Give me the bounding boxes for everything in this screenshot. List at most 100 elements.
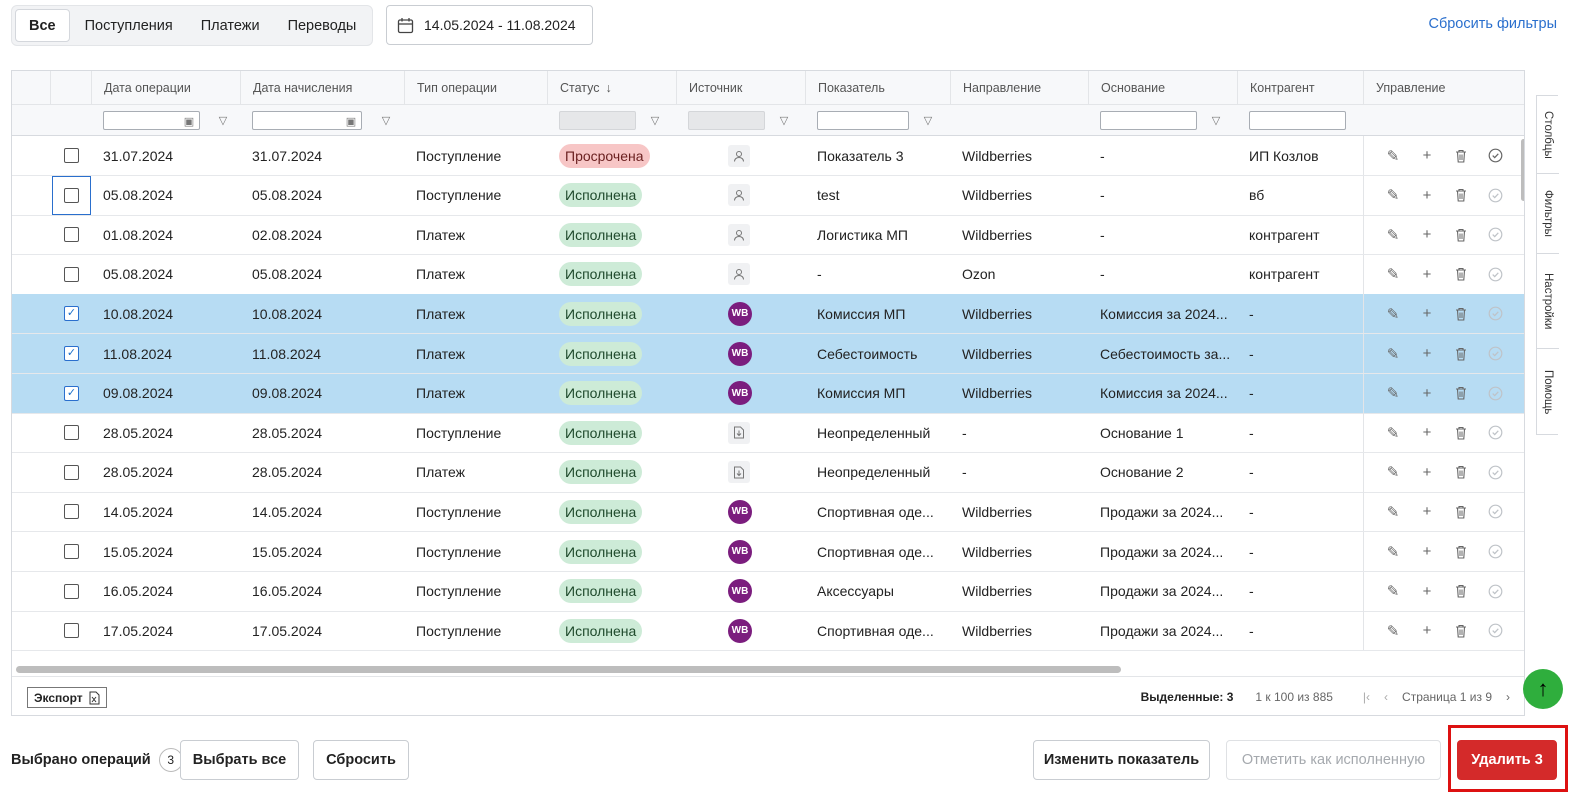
filter-status-input[interactable] xyxy=(559,111,636,130)
filter-icon[interactable]: ▽ xyxy=(218,115,228,127)
row-checkbox[interactable] xyxy=(64,583,79,599)
filter-icon[interactable]: ▽ xyxy=(923,115,933,127)
mark-done-icon[interactable] xyxy=(1478,136,1512,175)
trash-icon[interactable] xyxy=(1444,572,1478,611)
header-status[interactable]: Статус ↓ xyxy=(547,71,676,105)
mark-done-icon[interactable] xyxy=(1478,215,1512,254)
edit-icon[interactable]: ✎ xyxy=(1386,226,1400,244)
table-row[interactable]: 28.05.2024 28.05.2024 Поступление Исполнена… xyxy=(12,413,1524,454)
edit-icon[interactable]: ✎ xyxy=(1386,187,1400,205)
mark-done-icon[interactable] xyxy=(1478,176,1512,215)
mark-done-icon[interactable] xyxy=(1478,255,1512,294)
table-row[interactable]: ✓ 11.08.2024 11.08.2024 Платеж Исполнена WB Се… xyxy=(12,334,1524,374)
row-checkbox[interactable] xyxy=(64,464,79,480)
side-tab-help[interactable]: Помощь xyxy=(1537,349,1559,435)
mark-done-button[interactable]: Отметить как исполненную xyxy=(1226,740,1441,780)
row-checkbox[interactable] xyxy=(64,148,79,163)
prev-page-icon[interactable]: ‹ xyxy=(1384,690,1389,704)
header-date-acc[interactable]: Дата начисления xyxy=(240,71,404,105)
mark-done-icon[interactable] xyxy=(1478,374,1512,413)
trash-icon[interactable] xyxy=(1444,334,1478,373)
header-basis[interactable]: Основание xyxy=(1088,71,1237,105)
select-all-button[interactable]: Выбрать все xyxy=(180,740,299,780)
mark-done-icon[interactable] xyxy=(1478,572,1512,611)
filter-icon[interactable]: ▽ xyxy=(650,115,660,127)
trash-icon[interactable] xyxy=(1444,453,1478,492)
tab-income[interactable]: Поступления xyxy=(84,17,173,34)
edit-icon[interactable]: ✎ xyxy=(1386,345,1400,363)
row-checkbox[interactable] xyxy=(64,425,79,441)
row-checkbox[interactable]: ✓ xyxy=(64,385,79,401)
row-checkbox[interactable] xyxy=(64,504,79,520)
tab-payments[interactable]: Платежи xyxy=(200,17,260,34)
header-type[interactable]: Тип операции xyxy=(404,71,547,105)
reset-selection-button[interactable]: Сбросить xyxy=(313,740,409,780)
horizontal-scrollbar[interactable] xyxy=(12,663,1524,675)
table-row[interactable]: ✓ 10.08.2024 10.08.2024 Платеж Исполнена WB Ко… xyxy=(12,294,1524,335)
edit-icon[interactable]: ✎ xyxy=(1386,385,1400,403)
trash-icon[interactable] xyxy=(1444,413,1478,452)
horizontal-scroll-thumb[interactable] xyxy=(16,666,1121,673)
table-row[interactable]: 16.05.2024 16.05.2024 Поступление Исполнена… xyxy=(12,571,1524,612)
filter-icon[interactable]: ▽ xyxy=(779,115,789,127)
row-checkbox[interactable] xyxy=(64,187,79,203)
edit-icon[interactable]: ✎ xyxy=(1386,622,1400,640)
add-icon[interactable]: + xyxy=(1422,622,1432,640)
add-icon[interactable]: + xyxy=(1422,305,1432,323)
trash-icon[interactable] xyxy=(1444,136,1478,175)
tab-all[interactable]: Все xyxy=(15,9,70,42)
export-button[interactable]: Экспорт xyxy=(27,687,107,708)
row-checkbox[interactable] xyxy=(64,623,79,639)
tab-transfers[interactable]: Переводы xyxy=(287,17,357,34)
add-icon[interactable]: + xyxy=(1422,186,1432,204)
mark-done-icon[interactable] xyxy=(1478,334,1512,373)
header-source[interactable]: Источник xyxy=(676,71,805,105)
add-icon[interactable]: + xyxy=(1422,503,1432,521)
edit-icon[interactable]: ✎ xyxy=(1386,583,1400,601)
trash-icon[interactable] xyxy=(1444,215,1478,254)
header-date-op[interactable]: Дата операции xyxy=(91,71,240,105)
trash-icon[interactable] xyxy=(1444,611,1478,650)
add-icon[interactable]: + xyxy=(1422,147,1432,164)
table-row[interactable]: 15.05.2024 15.05.2024 Поступление Исполнена… xyxy=(12,532,1524,572)
edit-icon[interactable]: ✎ xyxy=(1386,503,1400,521)
table-row[interactable]: 31.07.2024 31.07.2024 Поступление Просрочен… xyxy=(12,136,1524,176)
row-checkbox[interactable] xyxy=(64,266,79,282)
side-tab-settings[interactable]: Настройки xyxy=(1537,254,1559,349)
add-icon[interactable]: + xyxy=(1422,384,1432,402)
mark-done-icon[interactable] xyxy=(1478,413,1512,452)
mark-done-icon[interactable] xyxy=(1478,532,1512,571)
edit-icon[interactable]: ✎ xyxy=(1386,266,1400,284)
row-checkbox[interactable]: ✓ xyxy=(64,346,79,361)
trash-icon[interactable] xyxy=(1444,176,1478,215)
table-row[interactable]: 05.08.2024 05.08.2024 Поступление Исполнена… xyxy=(12,175,1524,216)
row-checkbox[interactable] xyxy=(64,227,79,243)
header-counterparty[interactable]: Контрагент xyxy=(1237,71,1363,105)
filter-date-op-input[interactable]: ▣ xyxy=(103,111,200,130)
side-tab-columns[interactable]: Столбцы xyxy=(1537,96,1559,174)
next-page-icon[interactable]: › xyxy=(1506,690,1510,704)
trash-icon[interactable] xyxy=(1444,255,1478,294)
edit-icon[interactable]: ✎ xyxy=(1386,543,1400,561)
filter-basis-input[interactable] xyxy=(1100,111,1197,130)
vertical-scroll-thumb[interactable] xyxy=(1521,139,1524,201)
mark-done-icon[interactable] xyxy=(1478,294,1512,333)
delete-selected-button[interactable]: Удалить 3 xyxy=(1457,740,1557,780)
add-icon[interactable]: + xyxy=(1422,463,1432,481)
edit-icon[interactable]: ✎ xyxy=(1386,464,1400,482)
table-row[interactable]: 01.08.2024 02.08.2024 Платеж Исполнена Логис… xyxy=(12,215,1524,256)
table-row[interactable]: 14.05.2024 14.05.2024 Поступление Исполнена… xyxy=(12,492,1524,533)
filter-icon[interactable]: ▽ xyxy=(381,115,391,127)
scroll-to-top-button[interactable]: ↑ xyxy=(1523,669,1563,709)
edit-icon[interactable]: ✎ xyxy=(1386,147,1400,165)
add-icon[interactable]: + xyxy=(1422,543,1432,560)
filter-counterparty-input[interactable] xyxy=(1249,111,1346,130)
mark-done-icon[interactable] xyxy=(1478,492,1512,531)
add-icon[interactable]: + xyxy=(1422,226,1432,244)
change-metric-button[interactable]: Изменить показатель xyxy=(1033,740,1210,780)
table-row[interactable]: 05.08.2024 05.08.2024 Платеж Исполнена - Ozon… xyxy=(12,254,1524,295)
table-row[interactable]: ✓ 09.08.2024 09.08.2024 Платеж Исполнена WB Ко… xyxy=(12,373,1524,414)
table-row[interactable]: 28.05.2024 28.05.2024 Платеж Исполнена Неопр… xyxy=(12,452,1524,493)
trash-icon[interactable] xyxy=(1444,294,1478,333)
filter-date-acc-input[interactable]: ▣ xyxy=(252,111,362,130)
